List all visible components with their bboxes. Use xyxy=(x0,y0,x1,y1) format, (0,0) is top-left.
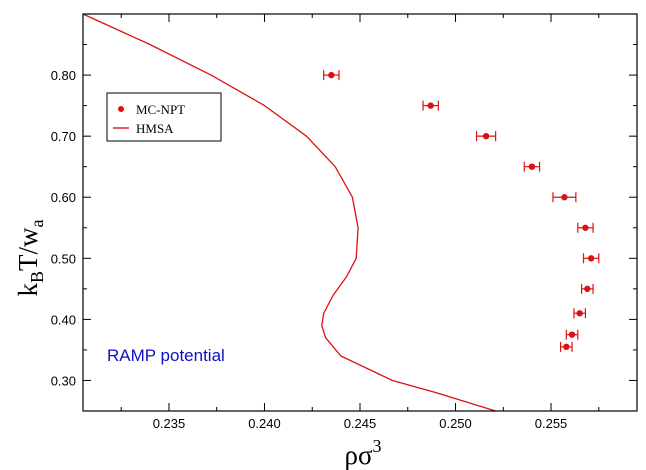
mc-npt-point xyxy=(563,343,570,351)
y-tick-label: 0.70 xyxy=(51,129,76,144)
legend-label-hmsa: HMSA xyxy=(136,121,174,136)
x-tick-label: 0.240 xyxy=(248,416,281,431)
y-axis-title: kBT/wa xyxy=(13,219,47,296)
y-tick-label: 0.30 xyxy=(51,373,76,388)
y-tick-label: 0.60 xyxy=(51,190,76,205)
x-axis-title-main: ρσ xyxy=(344,440,372,470)
mc-npt-point xyxy=(584,285,591,293)
legend-label-mc-npt: MC-NPT xyxy=(136,102,185,117)
mc-npt-point xyxy=(482,132,490,140)
mc-npt-point xyxy=(582,224,589,231)
legend-marker-mc-npt xyxy=(118,106,124,112)
y-tick-label: 0.50 xyxy=(51,251,76,266)
x-tick-label: 0.250 xyxy=(439,416,472,431)
legend-box xyxy=(106,92,222,142)
plot-area xyxy=(83,14,600,411)
annotation-ramp-potential: RAMP potential xyxy=(107,346,225,365)
y-tick-label: 0.80 xyxy=(51,68,76,83)
hmsa-curve xyxy=(83,14,496,411)
ticks: 0.235 0.240 0.245 0.250 0.255 0.30 0.40 0.50 0.6… xyxy=(51,14,637,431)
y-axis-title-k-sub: B xyxy=(27,271,47,283)
mc-npt-point xyxy=(427,102,434,109)
x-axis-title: ρσ3 xyxy=(344,436,381,470)
mc-npt-point xyxy=(576,310,583,317)
legend: MC-NPT HMSA xyxy=(106,92,222,142)
y-tick-label: 0.40 xyxy=(51,312,76,327)
y-axis-title-k: k xyxy=(13,283,43,297)
mc-npt-point xyxy=(561,194,568,201)
y-axis-title-w-sub: a xyxy=(27,219,47,227)
plot-frame xyxy=(82,13,638,412)
mc-npt-point xyxy=(587,255,595,262)
x-tick-label: 0.235 xyxy=(153,416,186,431)
y-axis-title-mid: T/w xyxy=(13,227,43,271)
x-tick-label: 0.245 xyxy=(344,416,377,431)
mc-npt-point xyxy=(528,163,536,170)
mc-npt-point xyxy=(568,331,576,338)
x-tick-label: 0.255 xyxy=(535,416,568,431)
x-axis-title-sup: 3 xyxy=(373,436,382,456)
mc-npt-point xyxy=(328,71,335,79)
